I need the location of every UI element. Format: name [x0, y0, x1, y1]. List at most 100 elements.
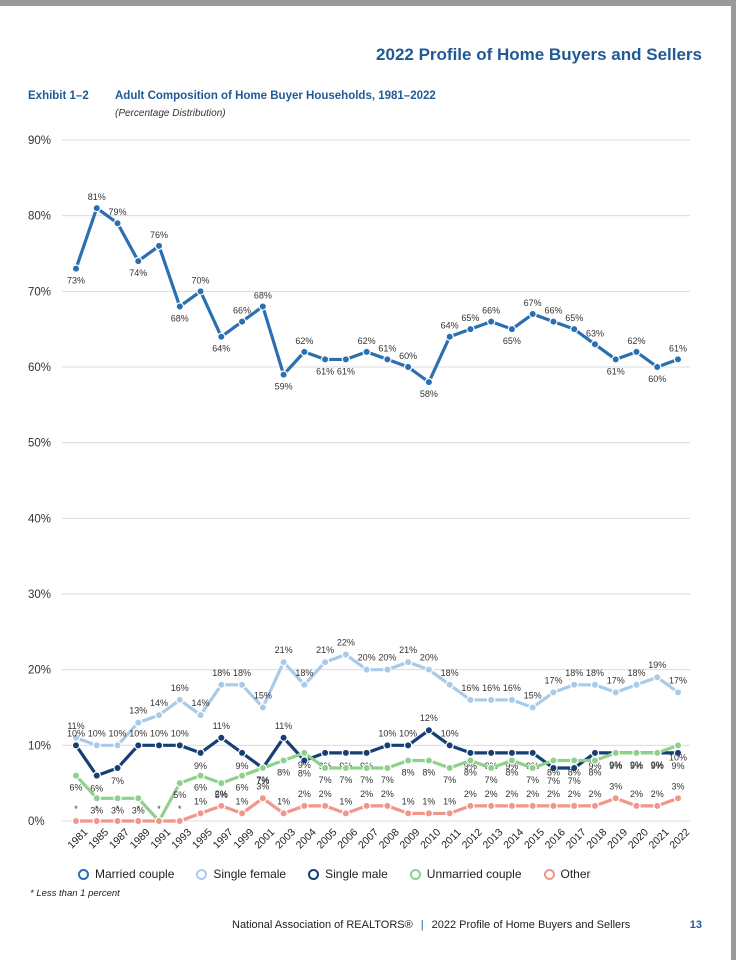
- data-label: 16%: [482, 683, 500, 693]
- data-label: 15%: [524, 691, 542, 701]
- data-label: 61%: [316, 366, 334, 376]
- data-label: 9%: [651, 761, 664, 771]
- x-tick-label: 2010: [418, 826, 443, 851]
- data-label: 8%: [422, 767, 435, 777]
- exhibit-label: Exhibit 1–2: [28, 90, 89, 102]
- data-point: [175, 778, 184, 788]
- y-tick-label: 70%: [28, 286, 51, 298]
- x-tick-label: 2018: [584, 826, 609, 851]
- data-point: [175, 816, 184, 826]
- data-point: [549, 688, 558, 697]
- data-label: 73%: [67, 276, 85, 286]
- data-label: 65%: [461, 313, 479, 323]
- data-label: 9%: [630, 761, 643, 771]
- data-point: [320, 748, 330, 758]
- data-label: 1%: [402, 796, 415, 806]
- data-point: [528, 763, 537, 773]
- x-tick-label: 2007: [356, 826, 381, 851]
- data-label: 9%: [609, 760, 622, 770]
- data-point: [175, 302, 184, 311]
- x-tick-label: 2003: [273, 826, 298, 851]
- data-label: 14%: [192, 698, 210, 708]
- data-point: [611, 794, 620, 803]
- data-label: 66%: [544, 306, 562, 316]
- data-point: [134, 794, 143, 803]
- data-point: [424, 726, 434, 735]
- data-label: 2%: [547, 789, 560, 799]
- data-point: [445, 332, 454, 341]
- data-label: 59%: [275, 382, 293, 392]
- x-tick-label: 2004: [294, 826, 319, 851]
- data-label: 6%: [90, 784, 103, 794]
- data-label: 61%: [337, 366, 355, 376]
- data-label: 11%: [67, 721, 84, 731]
- data-point: [507, 756, 517, 765]
- data-point: [528, 748, 537, 758]
- legend-marker-icon: [409, 868, 421, 880]
- data-label: 15%: [254, 691, 272, 701]
- data-point: [486, 748, 496, 758]
- data-point: [445, 763, 454, 773]
- x-tick-label: 1991: [148, 826, 173, 851]
- data-label: 61%: [669, 343, 687, 353]
- data-label: 12%: [420, 713, 438, 723]
- data-point: [507, 695, 517, 705]
- data-point: [507, 324, 517, 334]
- data-label: 14%: [150, 698, 168, 708]
- data-point: [300, 748, 309, 758]
- data-label: 64%: [441, 321, 459, 331]
- data-point: [279, 370, 288, 379]
- data-point: [237, 809, 247, 818]
- legend-marker-icon: [78, 868, 89, 880]
- data-label: 9%: [194, 761, 207, 771]
- data-label: 7%: [485, 775, 498, 785]
- data-label: *: [157, 804, 161, 814]
- data-label: *: [116, 804, 120, 814]
- data-point: [279, 657, 288, 667]
- data-point: [196, 748, 205, 758]
- data-point: [258, 794, 268, 803]
- data-label: 5%: [215, 790, 228, 800]
- data-label: 7%: [339, 775, 352, 785]
- data-label: 9%: [651, 760, 664, 770]
- data-point: [549, 317, 558, 326]
- data-label: 10%: [171, 728, 189, 738]
- data-point: [383, 355, 392, 364]
- data-label: 2%: [588, 789, 601, 799]
- data-point: [320, 801, 330, 811]
- data-label: 18%: [565, 668, 583, 678]
- x-tick-label: 2014: [501, 826, 526, 851]
- data-point: [466, 756, 475, 765]
- data-label: 19%: [648, 660, 666, 670]
- data-point: [424, 665, 434, 674]
- data-point: [175, 741, 184, 750]
- data-point: [403, 362, 413, 372]
- data-label: 3%: [111, 805, 124, 815]
- data-label: 10%: [669, 752, 687, 762]
- data-label: 8%: [464, 767, 477, 777]
- data-point: [673, 741, 683, 750]
- data-point: [466, 748, 475, 758]
- data-point: [154, 741, 164, 750]
- data-point: [673, 794, 683, 803]
- data-label: 62%: [358, 336, 376, 346]
- data-label: 3%: [671, 781, 684, 791]
- data-label: 5%: [173, 790, 186, 800]
- data-point: [134, 816, 143, 826]
- data-point: [653, 748, 662, 758]
- data-point: [673, 355, 683, 364]
- data-label: 9%: [671, 761, 684, 771]
- data-point: [590, 748, 600, 758]
- legend-label: Married couple: [95, 867, 175, 881]
- data-label: 9%: [609, 761, 622, 771]
- x-tick-label: 2008: [377, 826, 402, 851]
- data-point: [134, 256, 143, 266]
- data-point: [403, 741, 413, 750]
- y-tick-label: 90%: [28, 135, 51, 147]
- data-label: 7%: [111, 776, 124, 786]
- line-chart: 0%10%20%30%40%50%60%70%80%90%19811985198…: [28, 135, 692, 851]
- data-label: 62%: [627, 336, 645, 346]
- data-label: 7%: [526, 775, 539, 785]
- chart-title: Adult Composition of Home Buyer Househol…: [115, 90, 436, 102]
- data-label: 7%: [568, 776, 581, 786]
